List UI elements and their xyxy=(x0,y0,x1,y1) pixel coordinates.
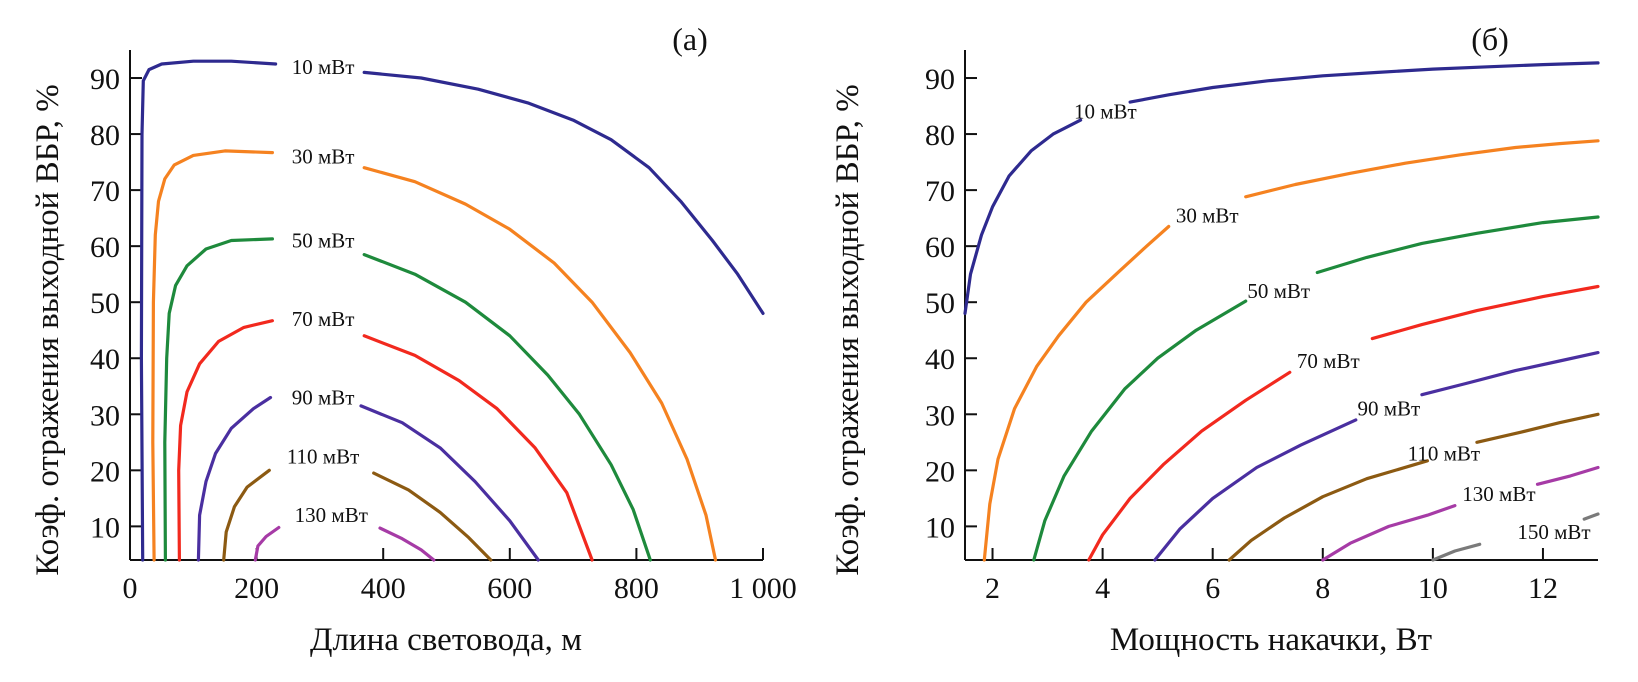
y-tick-label: 20 xyxy=(90,455,120,488)
curve-label: 150 мВт xyxy=(1517,520,1590,544)
curve-50mw-segment xyxy=(1032,299,1248,562)
curve-110mw-segment xyxy=(1475,412,1600,444)
curve-10mw-segment xyxy=(139,59,278,562)
curve-110mw-segment xyxy=(222,468,271,562)
y-tick-label: 60 xyxy=(925,231,955,264)
curve-130mw-segment xyxy=(1535,465,1600,486)
curve-70mw-segment xyxy=(1087,370,1292,562)
curve-110mw-segment xyxy=(372,471,493,562)
x-axis-title-a: Длина световода, м xyxy=(310,622,582,658)
curve-50mw-segment xyxy=(1315,215,1600,275)
x-tick-label: 12 xyxy=(1528,572,1558,605)
curve-50mw-segment xyxy=(163,237,274,562)
curve-label: 70 мВт xyxy=(1297,349,1360,373)
y-tick-label: 80 xyxy=(90,119,120,152)
y-tick-label: 30 xyxy=(90,399,120,432)
x-tick-label: 10 xyxy=(1418,572,1448,605)
panel-a: Коэф. отражения выходной ВБР, % Длина св… xyxy=(30,21,797,658)
curve-70mw-segment xyxy=(177,319,274,562)
curve-30mw-segment xyxy=(1244,139,1600,199)
x-tick-label: 600 xyxy=(487,572,532,605)
curve-150mw-segment xyxy=(1582,512,1600,521)
curve-label: 130 мВт xyxy=(1462,482,1535,506)
curve-130mw-segment xyxy=(253,525,281,562)
curve-label: 110 мВт xyxy=(287,444,359,468)
curve-130mw-segment xyxy=(378,526,436,562)
x-axis-title-b: Мощность накачки, Вт xyxy=(1110,622,1432,658)
y-tick-label: 80 xyxy=(925,119,955,152)
curve-label: 30 мВт xyxy=(292,144,355,168)
y-tick-label: 50 xyxy=(925,287,955,320)
curve-30mw-segment xyxy=(362,166,718,562)
curve-label: 110 мВт xyxy=(1408,442,1480,466)
curve-10mw-segment xyxy=(963,118,1083,315)
x-tick-label: 2 xyxy=(985,572,1000,605)
curve-130mw-segment xyxy=(1321,504,1457,562)
curve-labels-b: 10 мВт 30 мВт 50 мВт 70 мВт 90 мВт 110 мВт 130… xyxy=(1074,100,1591,544)
y-tick-label: 10 xyxy=(925,511,955,544)
panel-label-b: (б) xyxy=(1471,21,1509,57)
curve-50mw-segment xyxy=(362,253,652,562)
y-tick-label: 20 xyxy=(925,455,955,488)
curve-90mw-segment xyxy=(359,404,540,562)
curve-label: 70 мВт xyxy=(292,307,355,331)
y-tick-label: 40 xyxy=(925,343,955,376)
y-tick-label: 50 xyxy=(90,287,120,320)
curve-label: 90 мВт xyxy=(292,385,355,409)
x-tick-label: 1 000 xyxy=(729,572,797,605)
y-tick-label: 40 xyxy=(90,343,120,376)
x-tick-label: 200 xyxy=(234,572,279,605)
curve-110mw-segment xyxy=(1227,459,1429,562)
curve-label: 10 мВт xyxy=(292,55,355,79)
curve-90mw-segment xyxy=(196,395,273,562)
y-tick-label: 60 xyxy=(90,231,120,264)
panel-label-a: (a) xyxy=(672,21,708,57)
y-tick-label: 10 xyxy=(90,511,120,544)
y-axis-title-b: Коэф. отражения выходной ВБР, % xyxy=(830,84,866,576)
curves-b xyxy=(963,61,1600,562)
curve-150mw-segment xyxy=(1431,542,1482,562)
curves-a xyxy=(139,59,765,562)
y-tick-label: 30 xyxy=(925,399,955,432)
y-tick-label: 70 xyxy=(925,175,955,208)
x-tick-label: 800 xyxy=(614,572,659,605)
curve-30mw-segment xyxy=(151,149,274,562)
x-tick-label: 8 xyxy=(1315,572,1330,605)
x-tick-label: 0 xyxy=(123,572,138,605)
x-tick-label: 6 xyxy=(1205,572,1220,605)
y-axis-title-a: Коэф. отражения выходной ВБР, % xyxy=(30,84,66,576)
y-tick-label: 90 xyxy=(925,63,955,96)
curve-label: 130 мВт xyxy=(295,503,368,527)
y-tick-label: 70 xyxy=(90,175,120,208)
x-tick-label: 400 xyxy=(361,572,406,605)
x-tick-label: 4 xyxy=(1095,572,1110,605)
curve-labels-a: 10 мВт 30 мВт 50 мВт 70 мВт 90 мВт 110 мВт 130… xyxy=(287,55,368,527)
curve-30mw-segment xyxy=(982,224,1171,562)
curve-10mw-segment xyxy=(1128,61,1600,104)
curve-10mw-segment xyxy=(362,70,765,315)
curve-label: 30 мВт xyxy=(1176,203,1239,227)
curve-90mw-segment xyxy=(1420,351,1600,397)
y-tick-label: 90 xyxy=(90,63,120,96)
curve-label: 50 мВт xyxy=(292,229,355,253)
curve-label: 50 мВт xyxy=(1247,279,1310,303)
curve-label: 10 мВт xyxy=(1074,100,1137,124)
axes-b: 10 20 30 40 50 60 70 80 90 2 4 6 8 10 12 xyxy=(925,50,1598,605)
panel-b: Коэф. отражения выходной ВБР, % Мощность… xyxy=(830,21,1600,658)
curve-70mw-segment xyxy=(362,334,594,562)
curve-90mw-segment xyxy=(1153,418,1358,562)
curve-70mw-segment xyxy=(1370,284,1600,341)
axes-a: 10 20 30 40 50 60 70 80 90 0 200 400 600 800 1 000 xyxy=(90,50,797,605)
curve-label: 90 мВт xyxy=(1357,397,1420,421)
